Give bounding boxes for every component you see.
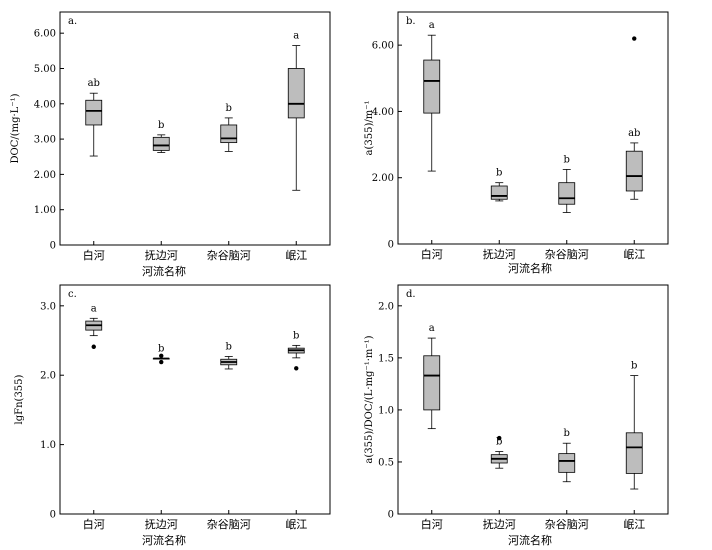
significance-letter: b — [293, 330, 299, 341]
x-tick-label: 抚边河 — [145, 248, 178, 262]
outlier-point — [91, 344, 96, 349]
x-axis-title-bottom-right: 河流名称 — [508, 533, 552, 547]
box — [625, 432, 643, 474]
significance-letter: b — [564, 428, 570, 439]
significance-letter: ab — [628, 128, 640, 139]
y-tick-label: 0 — [50, 510, 56, 521]
panel-label: a. — [68, 16, 77, 27]
box — [85, 99, 103, 126]
x-tick-label: 抚边河 — [145, 517, 178, 531]
plot-frame — [59, 11, 331, 246]
x-tick-label: 岷江 — [623, 248, 645, 261]
significance-letter: b — [496, 437, 502, 448]
significance-letter: a — [91, 303, 97, 314]
x-tick-label: 岷江 — [285, 249, 307, 262]
y-tick-label: 0.5 — [378, 457, 394, 468]
y-axis-title: a(355)/DOC/(L·mg⁻¹·m⁻¹) — [364, 335, 375, 463]
significance-letter: a — [429, 323, 435, 334]
x-axis-title-top-right: 河流名称 — [508, 261, 552, 275]
x-tick-label: 杂谷脑河 — [207, 249, 251, 262]
x-tick-label: 白河 — [421, 517, 443, 531]
y-tick-label: 0 — [388, 510, 394, 521]
y-tick-label: 0 — [50, 241, 56, 252]
x-tick-label: 抚边河 — [483, 517, 516, 531]
significance-letter: b — [564, 154, 570, 165]
x-tick-label: 杂谷脑河 — [207, 518, 251, 531]
box — [625, 150, 643, 192]
y-tick-label: 4.00 — [372, 107, 394, 118]
x-tick-label: 岷江 — [623, 518, 645, 531]
y-tick-label: 1.0 — [40, 440, 56, 451]
x-tick-label: 白河 — [83, 517, 105, 531]
y-tick-label: 4.00 — [34, 99, 56, 110]
x-tick-label: 杂谷脑河 — [545, 518, 589, 531]
y-tick-label: 2.00 — [372, 173, 394, 184]
box — [423, 355, 441, 411]
y-tick-label: 3.00 — [34, 135, 56, 146]
y-tick-label: 2.0 — [378, 301, 394, 312]
significance-letter: b — [158, 344, 164, 355]
significance-letter: ab — [88, 78, 100, 89]
box — [558, 453, 576, 473]
y-tick-label: 0 — [388, 240, 394, 251]
chart-panel-c: 0 1.0 2.0 3.0 lgFn(355) c. 白河 a 抚边河 b 杂谷脑河 b 岷江 b — [14, 284, 331, 531]
outlier-point — [159, 353, 164, 358]
y-tick-label: 2.00 — [34, 170, 56, 181]
y-tick-label: 3.0 — [40, 301, 56, 312]
outlier-point — [632, 36, 637, 41]
significance-letter: b — [226, 103, 232, 114]
y-tick-label: 1.5 — [378, 353, 394, 364]
significance-letter: b — [158, 120, 164, 131]
plot-frame — [397, 11, 669, 245]
box — [423, 59, 441, 114]
box — [152, 136, 170, 151]
box — [220, 124, 238, 144]
chart-panel-a: 0 1.00 2.00 3.00 4.00 5.00 6.00 DOC/(mg·L⁻¹) a. 白… — [10, 11, 331, 262]
outlier-point — [159, 359, 164, 365]
plot-frame — [397, 284, 669, 515]
y-tick-label: 1.00 — [34, 205, 56, 216]
chart-panel-d: 0 0.5 1.0 1.5 2.0 a(355)/DOC/(L·mg⁻¹·m⁻¹) d. 白河… — [364, 284, 669, 531]
panel-label: c. — [68, 289, 77, 300]
significance-letter: a — [293, 31, 299, 42]
x-tick-label: 白河 — [421, 247, 443, 261]
x-axis-title-bottom-left: 河流名称 — [142, 533, 186, 547]
outlier-point — [294, 366, 299, 371]
box — [558, 182, 576, 205]
x-axis-title-top-left: 河流名称 — [142, 264, 186, 278]
y-axis-title: a(355)/m⁻¹ — [364, 101, 375, 156]
x-tick-label: 白河 — [83, 248, 105, 262]
y-tick-label: 6.00 — [34, 29, 56, 40]
box — [287, 68, 305, 119]
y-tick-label: 1.0 — [378, 405, 394, 416]
x-tick-label: 抚边河 — [483, 247, 516, 261]
outlier-point — [497, 435, 502, 441]
significance-letter: b — [496, 168, 502, 179]
y-axis-title: lgFn(355) — [14, 374, 25, 424]
y-tick-label: 5.00 — [34, 64, 56, 75]
y-tick-label: 2.0 — [40, 371, 56, 382]
x-tick-label: 杂谷脑河 — [545, 248, 589, 261]
x-tick-label: 岷江 — [285, 518, 307, 531]
y-tick-label: 6.00 — [372, 41, 394, 52]
panel-label: b. — [406, 16, 416, 27]
chart-panel-b: 0 2.00 4.00 6.00 a(355)/m⁻¹ b. 白河 a 抚边河 b 杂谷脑河 b 岷江 a… — [364, 11, 669, 261]
significance-letter: b — [631, 361, 637, 372]
plot-frame — [59, 284, 331, 515]
panel-label: d. — [406, 289, 416, 300]
y-axis-title: DOC/(mg·L⁻¹) — [10, 93, 21, 163]
significance-letter: a — [429, 20, 435, 31]
significance-letter: b — [226, 341, 232, 352]
box — [490, 185, 508, 200]
